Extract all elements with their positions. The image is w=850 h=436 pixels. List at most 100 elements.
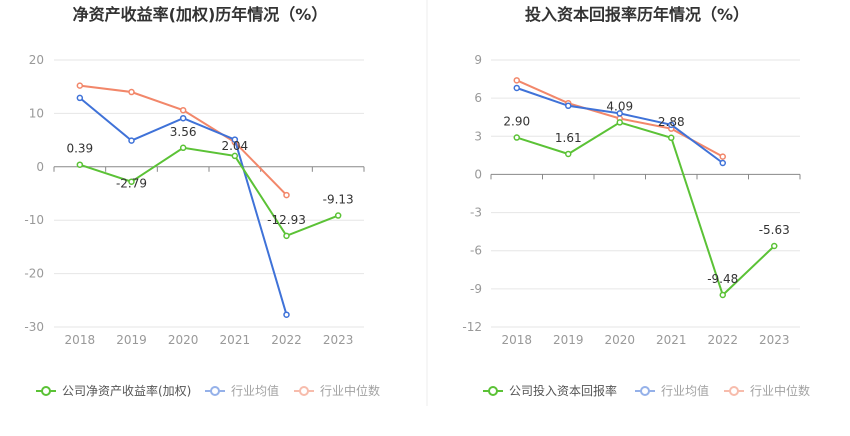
data-point-industry_avg[interactable] bbox=[513, 84, 520, 92]
x-tick-label: 2021 bbox=[656, 333, 687, 347]
data-point-industry_avg[interactable] bbox=[668, 121, 675, 129]
legend-item-industry_avg[interactable]: 行业均值 bbox=[635, 383, 709, 398]
series-line-company bbox=[79, 146, 339, 238]
data-point-company[interactable] bbox=[565, 150, 572, 158]
legend-label: 行业均值 bbox=[661, 383, 709, 398]
x-tick-label: 2022 bbox=[707, 333, 738, 347]
y-tick-label: -6 bbox=[470, 244, 482, 258]
y-tick-label: -12 bbox=[462, 320, 482, 334]
y-tick-label: -10 bbox=[24, 213, 44, 227]
data-label: -9.48 bbox=[707, 272, 738, 286]
data-point-industry_median[interactable] bbox=[76, 82, 84, 89]
y-tick-label: 9 bbox=[474, 53, 482, 67]
data-point-industry_avg[interactable] bbox=[76, 94, 84, 102]
legend-marker-icon bbox=[299, 386, 309, 396]
legend-label: 公司净资产收益率(加权) bbox=[62, 383, 191, 398]
y-tick-label: 6 bbox=[474, 91, 482, 105]
x-tick-label: 2023 bbox=[323, 333, 354, 347]
data-label: -5.63 bbox=[759, 223, 790, 237]
roe-chart-panel: 净资产收益率(加权)历年情况（%） 20 10 0 -10 -20 -30 2018 2019… bbox=[24, 5, 380, 398]
data-point-industry_median[interactable] bbox=[283, 191, 290, 199]
legend-marker-icon bbox=[729, 386, 739, 396]
data-label: -2.79 bbox=[116, 177, 147, 191]
legend-item-industry_median[interactable]: 行业中位数 bbox=[724, 383, 810, 398]
gridlines bbox=[54, 59, 364, 328]
y-tick-label: -3 bbox=[470, 206, 482, 220]
data-point-company[interactable] bbox=[128, 178, 135, 185]
data-label: 2.88 bbox=[658, 115, 685, 129]
data-point-company[interactable] bbox=[179, 144, 187, 152]
data-label: 2.90 bbox=[503, 115, 530, 129]
data-label: 1.61 bbox=[555, 131, 582, 145]
series-layer: 2.90 1.61 4.09 2.88 -9.48 -5.63 bbox=[503, 77, 790, 299]
data-point-company[interactable] bbox=[513, 134, 520, 141]
y-tick-label: 10 bbox=[29, 106, 44, 120]
series-line-company bbox=[516, 121, 775, 297]
axes: 9 6 3 0 -3 -6 -9 -12 2018 2019 2020 2021 2022 2023 bbox=[462, 53, 801, 347]
legend-item-company[interactable]: 公司净资产收益率(加权) bbox=[36, 383, 191, 398]
chart-title: 投入资本回报率历年情况（%） bbox=[525, 5, 749, 24]
y-tick-label: 0 bbox=[474, 167, 482, 181]
x-tick-label: 2022 bbox=[271, 333, 302, 347]
data-label: 4.09 bbox=[606, 99, 633, 113]
data-point-company[interactable] bbox=[668, 134, 675, 142]
y-tick-label: -20 bbox=[24, 267, 44, 281]
axes: 20 10 0 -10 -20 -30 2018 2019 2020 2021 2022 2023 bbox=[24, 53, 365, 347]
x-tick-label: 2020 bbox=[168, 333, 199, 347]
data-label: 2.04 bbox=[221, 139, 248, 153]
legend-item-industry_median[interactable]: 行业中位数 bbox=[294, 383, 380, 398]
x-tick-label: 2019 bbox=[553, 333, 584, 347]
data-point-company[interactable] bbox=[76, 161, 84, 168]
data-point-industry_median[interactable] bbox=[719, 153, 726, 160]
y-tick-label: 0 bbox=[36, 160, 44, 174]
y-tick-label: -30 bbox=[24, 320, 44, 334]
legend-marker-icon bbox=[41, 386, 51, 396]
y-tick-label: 20 bbox=[29, 53, 44, 67]
legend-marker-icon bbox=[488, 386, 498, 396]
data-point-industry_avg[interactable] bbox=[179, 114, 187, 122]
x-tick-label: 2019 bbox=[116, 333, 147, 347]
data-point-industry_avg[interactable] bbox=[565, 102, 572, 110]
data-point-company[interactable] bbox=[334, 212, 342, 219]
legend: 公司投入资本回报率 行业均值 行业中位数 bbox=[483, 383, 810, 398]
legend-label: 公司投入资本回报率 bbox=[509, 383, 617, 398]
data-label: 0.39 bbox=[66, 142, 93, 156]
data-label: 3.56 bbox=[170, 125, 197, 139]
data-label: -12.93 bbox=[267, 213, 306, 227]
data-point-industry_avg[interactable] bbox=[616, 110, 623, 117]
data-point-industry_median[interactable] bbox=[128, 88, 135, 96]
data-point-company[interactable] bbox=[616, 119, 623, 126]
data-point-industry_avg[interactable] bbox=[231, 136, 239, 143]
data-point-industry_avg[interactable] bbox=[719, 159, 726, 167]
data-point-industry_median[interactable] bbox=[513, 77, 520, 84]
gridlines bbox=[491, 59, 800, 328]
x-tick-label: 2018 bbox=[501, 333, 532, 347]
legend-label: 行业中位数 bbox=[320, 383, 380, 398]
legend-label: 行业均值 bbox=[231, 383, 279, 398]
legend-label: 行业中位数 bbox=[750, 383, 810, 398]
series-line-industry_median bbox=[79, 84, 288, 196]
y-tick-label: -9 bbox=[470, 282, 482, 296]
chart-title: 净资产收益率(加权)历年情况（%） bbox=[73, 5, 328, 24]
x-tick-label: 2023 bbox=[759, 333, 790, 347]
data-point-industry_avg[interactable] bbox=[283, 311, 290, 318]
legend: 公司净资产收益率(加权) 行业均值 行业中位数 bbox=[36, 383, 380, 398]
data-point-industry_median[interactable] bbox=[179, 106, 187, 114]
x-tick-label: 2021 bbox=[220, 333, 251, 347]
legend-item-industry_avg[interactable]: 行业均值 bbox=[205, 383, 279, 398]
legend-marker-icon bbox=[640, 386, 650, 396]
x-tick-label: 2018 bbox=[65, 333, 96, 347]
roic-chart-panel: 投入资本回报率历年情况（%） 9 6 3 0 -3 -6 -9 -12 2018 2019 2020… bbox=[462, 5, 810, 398]
data-label: -9.13 bbox=[323, 193, 354, 207]
data-point-company[interactable] bbox=[283, 232, 290, 240]
legend-item-company[interactable]: 公司投入资本回报率 bbox=[483, 383, 617, 398]
data-point-company[interactable] bbox=[231, 152, 239, 160]
data-point-industry_avg[interactable] bbox=[128, 137, 135, 144]
legend-marker-icon bbox=[210, 386, 220, 396]
data-point-company[interactable] bbox=[771, 242, 778, 250]
series-layer: 0.39 -2.79 3.56 2.04 -12.93 -9.13 bbox=[66, 82, 354, 318]
y-tick-label: 3 bbox=[474, 129, 482, 143]
x-tick-label: 2020 bbox=[604, 333, 635, 347]
data-point-company[interactable] bbox=[719, 291, 726, 299]
